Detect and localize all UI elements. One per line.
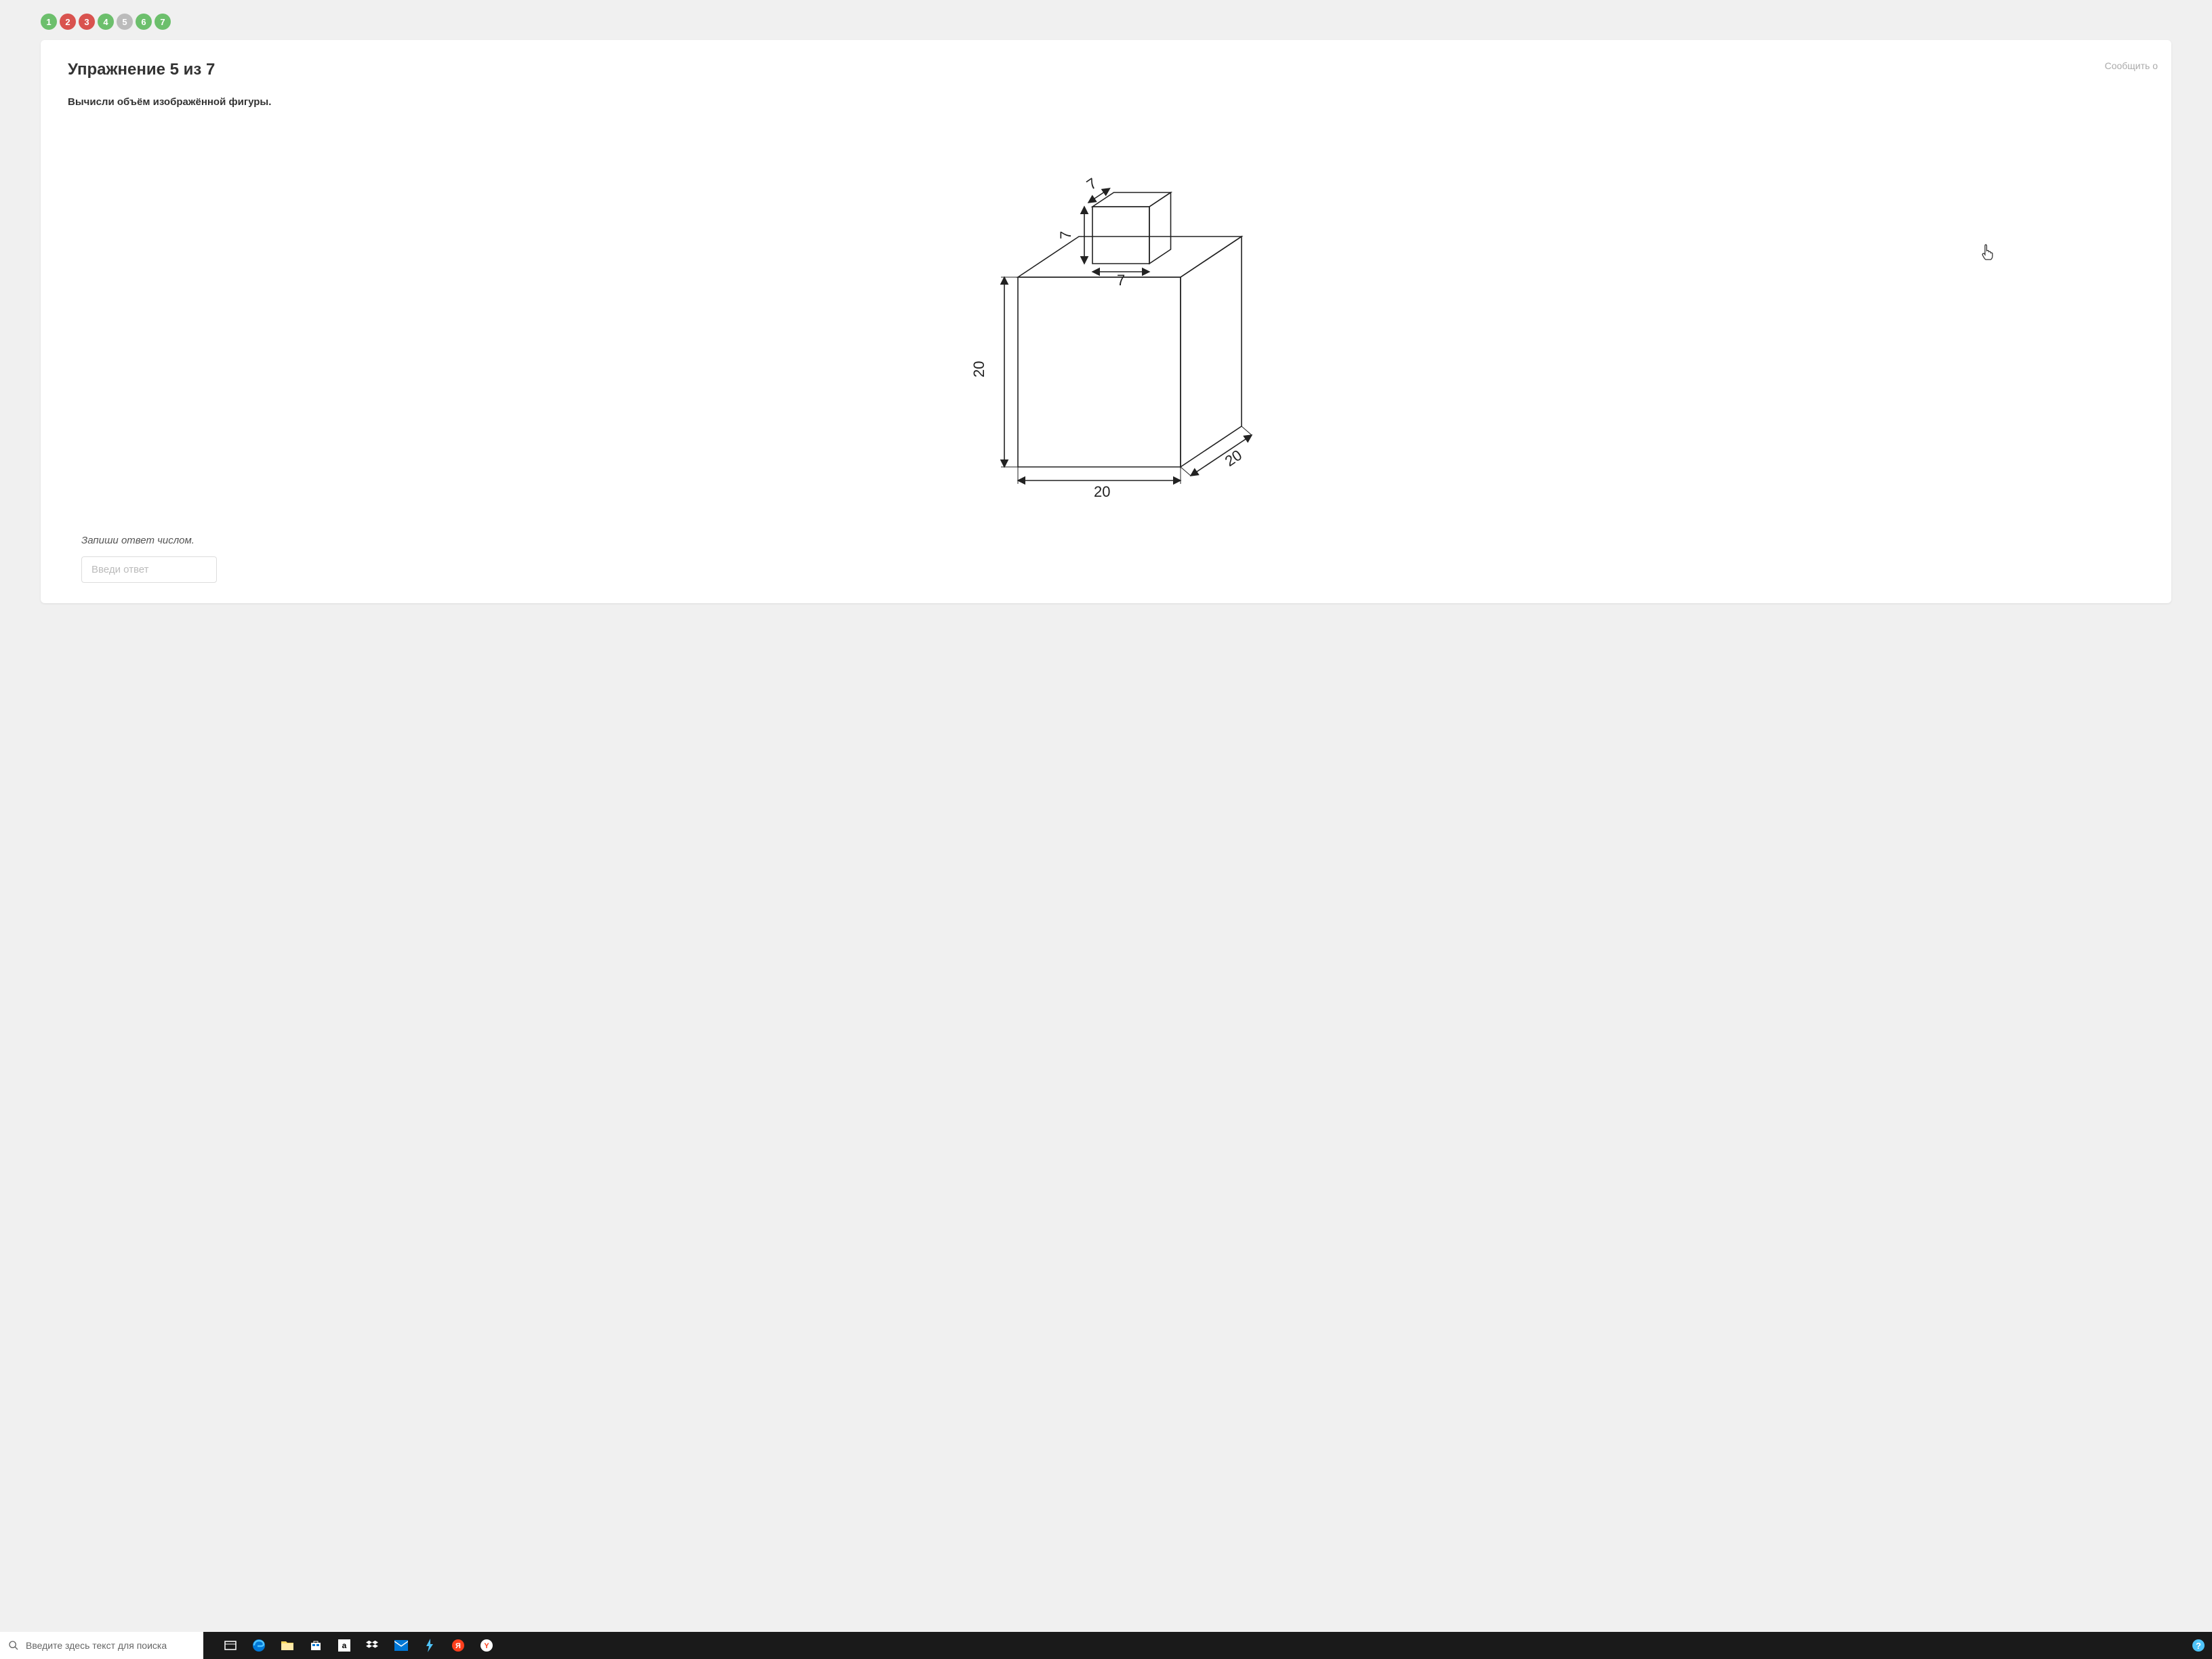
- step-dot-2[interactable]: 2: [60, 14, 76, 30]
- step-num: 6: [141, 17, 146, 27]
- hand-cursor-icon: [1980, 243, 1995, 265]
- dim-small-depth: 7: [1084, 175, 1100, 194]
- help-icon[interactable]: ?: [2192, 1639, 2205, 1652]
- step-dot-5[interactable]: 5: [117, 14, 133, 30]
- lightning-icon[interactable]: [416, 1632, 443, 1659]
- step-indicators: 1 2 3 4 5 6 7: [14, 0, 2198, 40]
- system-tray[interactable]: ?: [2192, 1639, 2205, 1652]
- taskbar-pinned-apps: a Я Y: [217, 1632, 500, 1659]
- dim-large-bottom: 20: [1094, 483, 1110, 500]
- yandex-browser-icon[interactable]: Y: [473, 1632, 500, 1659]
- step-dot-3[interactable]: 3: [79, 14, 95, 30]
- amazon-icon[interactable]: a: [331, 1632, 358, 1659]
- step-num: 3: [84, 17, 89, 27]
- mail-icon[interactable]: [388, 1632, 415, 1659]
- step-dot-7[interactable]: 7: [155, 14, 171, 30]
- step-num: 7: [160, 17, 165, 27]
- taskbar-search[interactable]: Введите здесь текст для поиска: [0, 1632, 203, 1659]
- browser-viewport: 1 2 3 4 5 6 7 Сообщить о Упражнение 5 из…: [0, 0, 2212, 1632]
- yandex-red-icon[interactable]: Я: [445, 1632, 472, 1659]
- figure-diagram: 20 20 20 7 7 7: [68, 128, 2144, 508]
- dim-small-height: 7: [1057, 231, 1074, 239]
- step-num: 2: [65, 17, 70, 27]
- edge-icon[interactable]: [245, 1632, 272, 1659]
- answer-instruction: Запиши ответ числом.: [81, 535, 2144, 546]
- task-view-icon[interactable]: [217, 1632, 244, 1659]
- step-num: 4: [103, 17, 108, 27]
- svg-text:?: ?: [2196, 1641, 2201, 1651]
- explorer-icon[interactable]: [274, 1632, 301, 1659]
- dropbox-icon[interactable]: [359, 1632, 386, 1659]
- exercise-title: Упражнение 5 из 7: [68, 60, 2144, 79]
- step-num: 5: [122, 17, 127, 27]
- task-text: Вычисли объём изображённой фигуры.: [68, 96, 2144, 108]
- svg-text:a: a: [342, 1641, 347, 1650]
- dim-large-depth: 20: [1222, 447, 1245, 470]
- windows-taskbar: Введите здесь текст для поиска a Я Y ?: [0, 1632, 2212, 1659]
- report-link[interactable]: Сообщить о: [2105, 60, 2158, 71]
- search-placeholder: Введите здесь текст для поиска: [26, 1640, 167, 1651]
- dim-large-height: 20: [970, 361, 987, 377]
- geometry-figure: 20 20 20 7 7 7: [937, 128, 1275, 508]
- store-icon[interactable]: [302, 1632, 329, 1659]
- step-dot-4[interactable]: 4: [98, 14, 114, 30]
- answer-input[interactable]: [81, 556, 217, 583]
- step-dot-6[interactable]: 6: [136, 14, 152, 30]
- svg-text:Я: Я: [455, 1642, 461, 1650]
- svg-text:Y: Y: [484, 1642, 489, 1650]
- step-dot-1[interactable]: 1: [41, 14, 57, 30]
- dim-small-bottom: 7: [1117, 272, 1125, 289]
- exercise-card: Сообщить о Упражнение 5 из 7 Вычисли объ…: [41, 40, 2171, 603]
- step-num: 1: [46, 17, 51, 27]
- search-icon: [8, 1640, 19, 1651]
